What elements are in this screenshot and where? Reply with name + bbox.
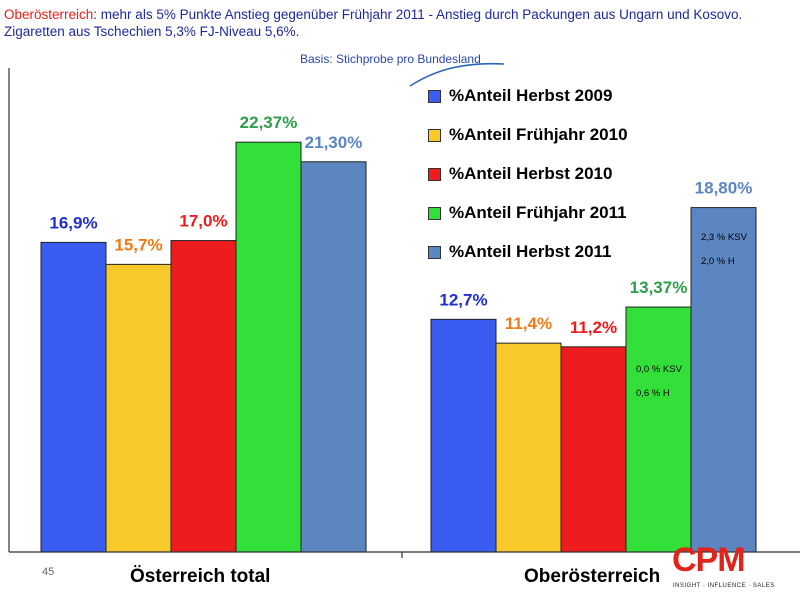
basis-note: Basis: Stichprobe pro Bundesland	[300, 52, 481, 66]
legend-item: %Anteil Herbst 2011	[428, 242, 612, 262]
bar-annotation: 0,0 % KSV	[636, 364, 683, 375]
bar-value-label: 11,4%	[505, 314, 552, 333]
legend-label: %Anteil Frühjahr 2011	[449, 203, 627, 222]
page-number: 45	[42, 566, 55, 578]
bar	[430, 318, 497, 553]
annotation-layer: 0,0 % KSV 0,6 % H 2,3 % KSV 2,0 % H	[636, 232, 748, 399]
bar	[105, 263, 172, 553]
bar	[235, 141, 302, 553]
bar	[495, 342, 562, 553]
header-line-2: Zigaretten aus Tschechien 5,3% FJ-Niveau…	[4, 24, 300, 39]
logo-text: CPM	[672, 541, 746, 579]
bar-annotation: 2,3 % KSV	[701, 232, 748, 243]
axis-layer	[8, 68, 800, 558]
legend-label: %Anteil Frühjahr 2010	[449, 125, 628, 144]
header-line-1-text: : mehr als 5% Punkte Anstieg gegenüber F…	[93, 7, 743, 22]
category-label-oberoesterreich: Oberösterreich	[524, 566, 661, 587]
legend-label: %Anteil Herbst 2011	[449, 242, 612, 261]
bar	[40, 241, 107, 553]
bar-value-label: 18,80%	[695, 179, 753, 198]
legend-swatch	[428, 245, 441, 259]
cpm-logo: CPM INSIGHT · INFLUENCE · SALES	[672, 541, 774, 593]
bar	[560, 346, 627, 553]
legend-swatch	[428, 167, 441, 181]
header-region: Oberösterreich	[4, 7, 94, 22]
bar-value-label: 13,37%	[630, 278, 688, 297]
legend-label: %Anteil Herbst 2009	[449, 86, 613, 105]
header-line-1: Oberösterreich: mehr als 5% Punkte Ansti…	[4, 6, 796, 23]
bar-value-label: 11,2%	[570, 318, 617, 337]
bar-value-label: 16,9%	[49, 213, 97, 232]
bar-value-label: 21,30%	[305, 133, 363, 152]
legend-item: %Anteil Frühjahr 2011	[428, 203, 627, 223]
header: Oberösterreich: mehr als 5% Punkte Ansti…	[4, 6, 796, 40]
value-label-layer: 16,9% 15,7% 17,0% 22,37% 21,30% 12,7% 11,4% 11,…	[49, 113, 752, 337]
legend-label: %Anteil Herbst 2010	[449, 164, 613, 183]
category-label-oesterreich: Österreich total	[130, 566, 271, 587]
basis-swoosh	[409, 62, 505, 87]
bar-layer	[40, 141, 757, 553]
bar-annotation: 0,6 % H	[636, 388, 670, 399]
logo-tagline: INSIGHT · INFLUENCE · SALES	[673, 583, 775, 589]
bar-value-label: 12,7%	[439, 290, 487, 309]
legend-swatch	[428, 89, 441, 103]
bar	[170, 240, 237, 553]
bar	[625, 306, 692, 553]
bar-value-label: 15,7%	[114, 235, 162, 254]
legend-item: %Anteil Herbst 2010	[428, 164, 612, 184]
legend-item: %Anteil Herbst 2009	[428, 86, 612, 106]
legend-swatch	[428, 206, 441, 220]
bar	[690, 207, 757, 553]
legend-swatch	[428, 128, 441, 142]
bar-value-label: 22,37%	[240, 113, 298, 132]
bar-value-label: 17,0%	[179, 212, 227, 231]
bar	[300, 161, 367, 553]
legend-item: %Anteil Frühjahr 2010	[428, 125, 628, 145]
bar-annotation: 2,0 % H	[701, 256, 735, 267]
